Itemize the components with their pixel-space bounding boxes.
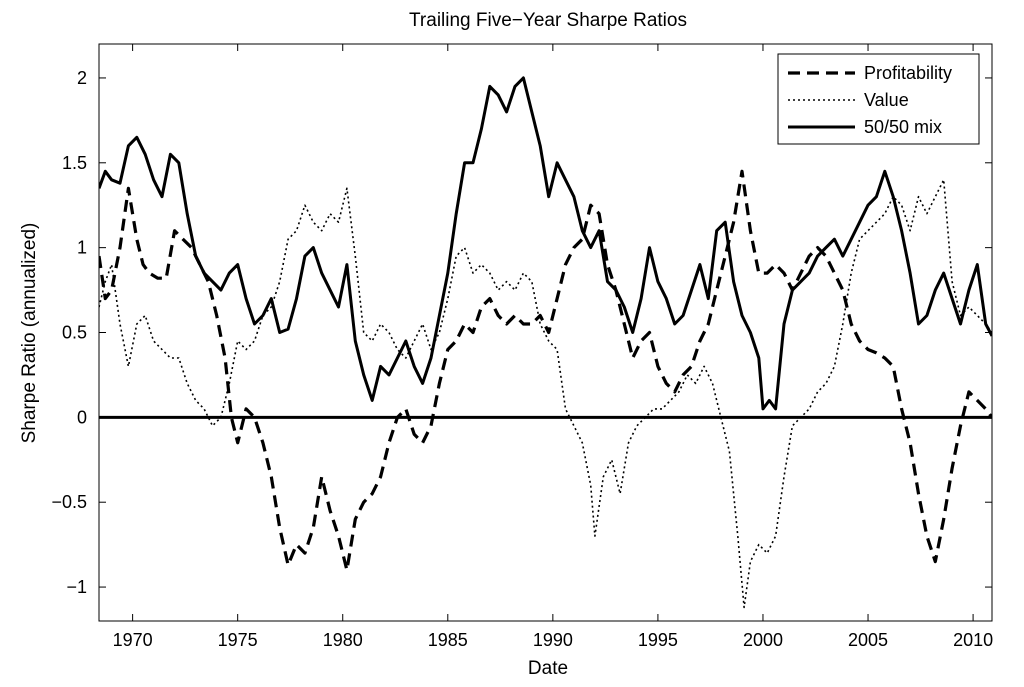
legend-label: Profitability xyxy=(864,63,952,83)
x-tick-label: 1980 xyxy=(323,630,363,650)
x-tick-label: 1970 xyxy=(113,630,153,650)
series-line-value xyxy=(99,179,992,609)
x-tick-label: 2000 xyxy=(743,630,783,650)
plot-area: 1970 1975 1980 1985 1990 1995 2000 2005 2010 −1 −0… xyxy=(51,43,993,650)
legend-label: Value xyxy=(864,90,909,110)
x-tick-label: 2010 xyxy=(953,630,993,650)
legend: Profitability Value 50/50 mix xyxy=(777,53,980,145)
x-tick-label: 1995 xyxy=(638,630,678,650)
series-line-50-50-mix xyxy=(99,76,992,411)
series-group xyxy=(99,76,992,609)
x-tick-label: 2005 xyxy=(848,630,888,650)
y-tick-label: 0 xyxy=(77,407,87,427)
y-tick-label: 2 xyxy=(77,68,87,88)
y-tick-label: −1 xyxy=(66,577,87,597)
y-tick-label: 1.5 xyxy=(62,153,87,173)
y-axis-title: Sharpe Ratio (annualized) xyxy=(19,223,40,444)
legend-box xyxy=(777,53,980,145)
series-line-profitability xyxy=(99,169,992,572)
y-tick-label: 1 xyxy=(77,238,87,258)
x-tick-label: 1985 xyxy=(428,630,468,650)
x-tick-label: 1975 xyxy=(218,630,258,650)
y-tick-label: −0.5 xyxy=(51,492,87,512)
x-axis-title: Date xyxy=(528,658,568,679)
chart-title: Trailing Five−Year Sharpe Ratios xyxy=(409,10,687,31)
legend-label: 50/50 mix xyxy=(864,117,942,137)
x-tick-label: 1990 xyxy=(533,630,573,650)
y-tick-label: 0.5 xyxy=(62,323,87,343)
